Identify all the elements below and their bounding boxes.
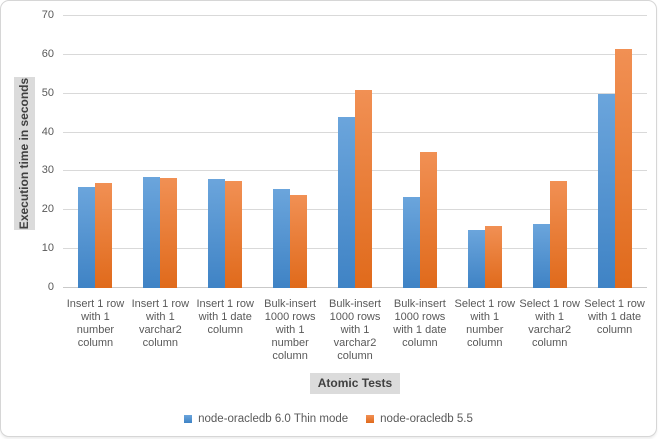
y-tick-label: 20 xyxy=(41,203,54,216)
category-label: Select 1 row with 1 number column xyxy=(454,298,516,349)
gridline xyxy=(63,15,647,16)
bar-series2-cat4 xyxy=(290,195,308,288)
y-tick-label: 60 xyxy=(41,47,54,60)
y-tick-label: 10 xyxy=(41,242,54,255)
bar-series2-cat6 xyxy=(419,152,437,288)
bar-series2-cat7 xyxy=(484,226,502,288)
x-axis-category-labels: Insert 1 row with 1 number column Insert … xyxy=(63,298,647,363)
legend-label: node-oracledb 6.0 Thin mode xyxy=(198,413,349,425)
category-label: Bulk-insert 1000 rows with 1 varchar2 co… xyxy=(329,298,381,362)
bar-series1-cat4 xyxy=(273,189,291,288)
category-label: Select 1 row with 1 varchar2 column xyxy=(519,298,580,349)
legend-item: node-oracledb 5.5 xyxy=(366,413,473,425)
legend-label: node-oracledb 5.5 xyxy=(380,413,473,425)
bar-series2-cat3 xyxy=(225,181,243,288)
bar-series2-cat5 xyxy=(355,90,372,288)
legend-item: node-oracledb 6.0 Thin mode xyxy=(184,413,348,425)
y-tick-label: 50 xyxy=(41,86,54,99)
y-tick-label: 70 xyxy=(41,9,54,21)
category-label: Bulk-insert 1000 rows with 1 number colu… xyxy=(264,298,317,362)
category-label: Bulk-insert 1000 rows with 1 date column xyxy=(393,298,447,349)
category-label: Insert 1 row with 1 varchar2 column xyxy=(131,298,190,349)
bar-series1-cat7 xyxy=(467,230,485,288)
bar-series1-cat1 xyxy=(78,187,96,288)
category-label: Select 1 row with 1 date column xyxy=(584,298,645,336)
category-label: Insert 1 row with 1 date column xyxy=(196,298,254,336)
bar-series2-cat9 xyxy=(614,49,632,288)
bar-series1-cat6 xyxy=(402,197,420,288)
bar-series2-cat2 xyxy=(160,178,178,288)
category-label: Insert 1 row with 1 number column xyxy=(66,298,125,349)
x-axis-title: Atomic Tests xyxy=(309,373,401,394)
bar-series1-cat9 xyxy=(597,94,615,288)
legend: node-oracledb 6.0 Thin mode node-oracledb… xyxy=(1,413,656,425)
bar-series1-cat5 xyxy=(338,117,355,288)
bar-series1-cat2 xyxy=(143,177,161,288)
y-tick-label: 0 xyxy=(47,281,54,293)
bar-series1-cat3 xyxy=(208,179,226,288)
legend-marker-icon xyxy=(184,415,193,423)
x-axis-title-row: Atomic Tests xyxy=(63,373,647,394)
y-tick-label: 30 xyxy=(41,164,54,177)
y-tick-label: 40 xyxy=(41,125,54,138)
gridline xyxy=(63,53,647,55)
bar-series1-cat8 xyxy=(532,224,550,288)
bar-series2-cat1 xyxy=(95,183,113,288)
legend-marker-icon xyxy=(366,415,375,423)
plot-area xyxy=(63,15,647,288)
bar-series2-cat8 xyxy=(549,181,567,288)
